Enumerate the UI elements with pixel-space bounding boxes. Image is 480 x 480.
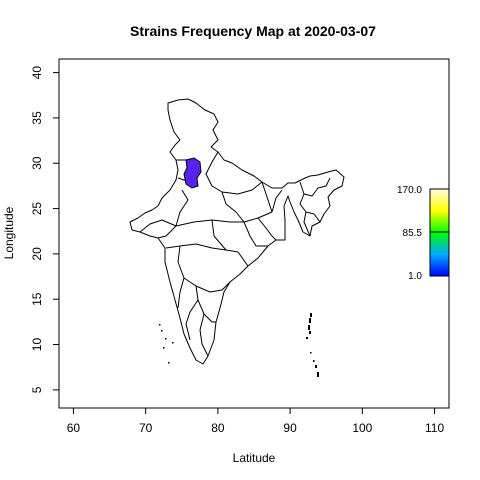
y-tick-label: 20 xyxy=(30,247,44,261)
highlighted-state xyxy=(183,157,202,189)
x-tick-label: 90 xyxy=(283,421,297,435)
y-tick-label: 5 xyxy=(30,386,44,393)
legend-max-label: 170.0 xyxy=(397,185,422,196)
y-tick-label: 30 xyxy=(30,156,44,170)
state-borders xyxy=(139,151,331,357)
plot-frame xyxy=(58,58,450,409)
x-axis-label: Latitude xyxy=(233,451,276,465)
x-tick-label: 60 xyxy=(67,421,81,435)
y-tick-label: 15 xyxy=(30,292,44,306)
legend-min-label: 1.0 xyxy=(408,271,422,282)
x-tick-label: 80 xyxy=(211,421,225,435)
legend-mid-label: 85.5 xyxy=(403,228,423,239)
lakshadweep-islands xyxy=(159,324,174,364)
x-axis-ticks: 60 70 80 90 100 110 xyxy=(67,408,444,435)
y-axis-label: Longitude xyxy=(2,206,16,259)
y-tick-label: 40 xyxy=(30,66,44,80)
y-tick-label: 10 xyxy=(30,338,44,352)
x-tick-label: 100 xyxy=(352,421,372,435)
legend: 170.0 85.5 1.0 xyxy=(397,185,450,282)
y-axis-ticks: 5 10 15 20 25 30 35 40 xyxy=(30,66,59,393)
y-tick-label: 35 xyxy=(30,111,44,125)
india-map xyxy=(129,98,345,377)
country-outline xyxy=(129,98,345,365)
chart-title: Strains Frequency Map at 2020-03-07 xyxy=(130,23,376,39)
x-tick-label: 110 xyxy=(425,421,444,435)
x-tick-label: 70 xyxy=(139,421,153,435)
andaman-nicobar-islands xyxy=(306,313,319,377)
y-tick-label: 25 xyxy=(30,202,44,216)
